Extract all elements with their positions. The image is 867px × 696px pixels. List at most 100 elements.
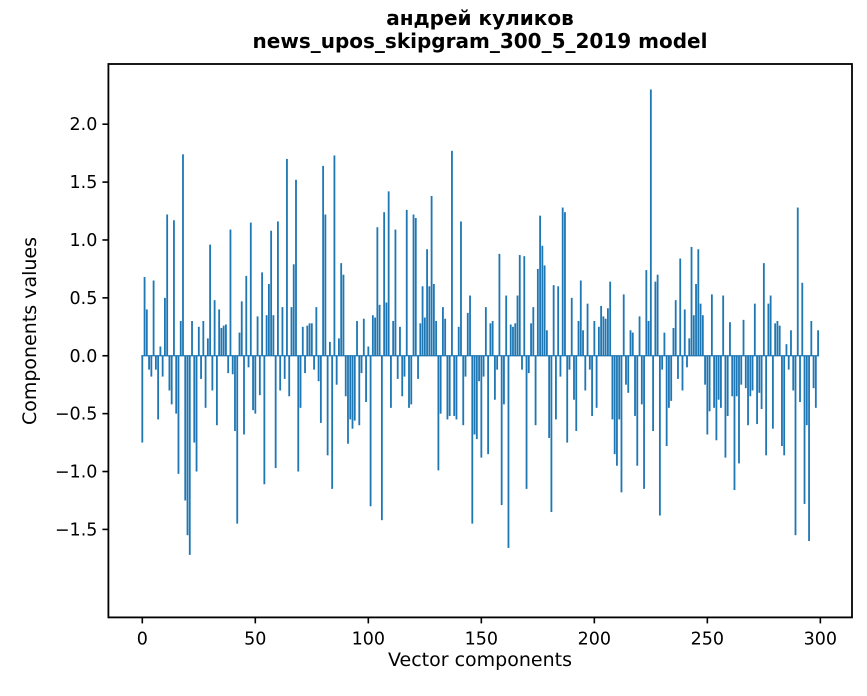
bar <box>243 355 245 435</box>
bar <box>518 255 521 356</box>
bar <box>584 355 587 391</box>
bar <box>493 355 496 400</box>
bar <box>295 179 297 356</box>
bar <box>475 355 478 440</box>
bar <box>444 318 447 356</box>
bar <box>649 89 652 356</box>
bar <box>367 346 370 356</box>
bar <box>464 355 467 377</box>
bar <box>753 303 756 356</box>
bar <box>620 355 623 493</box>
bar <box>638 316 641 356</box>
bar <box>720 355 722 408</box>
bar <box>159 346 162 356</box>
bar <box>211 355 214 391</box>
bar <box>263 355 266 485</box>
bar <box>783 355 786 456</box>
bar <box>380 355 383 521</box>
bar <box>658 355 661 516</box>
bar <box>625 355 627 385</box>
bar <box>277 221 279 356</box>
bar <box>735 355 738 397</box>
bar <box>374 317 377 356</box>
bar <box>627 355 630 393</box>
bar <box>514 323 517 356</box>
bar <box>738 355 740 464</box>
bar <box>631 332 634 356</box>
bar <box>340 263 343 356</box>
bar <box>487 355 490 455</box>
bar <box>164 297 166 356</box>
bar <box>715 355 718 441</box>
bar <box>383 212 386 356</box>
bar <box>611 355 614 420</box>
bar <box>297 355 300 472</box>
bar <box>453 355 456 416</box>
bar <box>157 355 160 420</box>
bar <box>306 325 309 356</box>
bar <box>254 355 257 414</box>
bar <box>152 280 155 356</box>
bar <box>505 295 508 356</box>
bar <box>550 355 553 513</box>
bar <box>369 355 372 507</box>
bar <box>575 355 578 431</box>
bar <box>564 212 566 356</box>
bar <box>432 283 435 356</box>
bar <box>536 268 539 356</box>
bar <box>283 355 286 379</box>
bar <box>785 344 788 356</box>
bar <box>222 325 225 356</box>
bar <box>521 355 523 370</box>
bar <box>640 355 643 405</box>
bar <box>258 355 261 396</box>
bar <box>781 355 783 447</box>
bar <box>724 355 727 458</box>
bar <box>616 355 618 466</box>
y-tick-label: 1.5 <box>70 173 98 193</box>
bar <box>412 214 415 356</box>
bar <box>498 253 501 356</box>
bar <box>313 355 315 370</box>
bar <box>672 327 675 356</box>
bar <box>701 315 704 356</box>
bar <box>534 355 537 426</box>
bar <box>677 355 679 379</box>
bar <box>654 281 657 356</box>
bar <box>790 330 792 356</box>
bar <box>301 326 304 356</box>
bar <box>647 321 650 356</box>
bar <box>665 355 668 447</box>
bar <box>446 355 449 420</box>
bar <box>403 355 406 377</box>
bar <box>548 355 551 438</box>
bar <box>256 316 259 356</box>
bar <box>686 355 688 368</box>
bar <box>319 355 322 423</box>
bar <box>697 249 700 356</box>
bar <box>430 195 433 356</box>
bar <box>496 355 499 370</box>
bar <box>708 355 711 412</box>
bar <box>756 355 758 425</box>
bar <box>643 355 645 489</box>
bar <box>573 355 575 400</box>
bar <box>247 355 250 368</box>
bar <box>717 355 720 400</box>
bar <box>801 282 804 356</box>
bar <box>455 355 458 420</box>
bar <box>661 355 664 370</box>
bar <box>179 321 182 356</box>
bar <box>656 274 659 356</box>
bar <box>351 355 354 429</box>
bar <box>552 285 555 356</box>
bar <box>500 355 503 506</box>
bar <box>579 280 582 356</box>
bar <box>482 355 485 377</box>
x-tick-label: 100 <box>352 629 385 649</box>
bar <box>360 355 363 374</box>
bar <box>695 283 697 356</box>
bar <box>448 355 451 416</box>
bar <box>600 305 603 356</box>
